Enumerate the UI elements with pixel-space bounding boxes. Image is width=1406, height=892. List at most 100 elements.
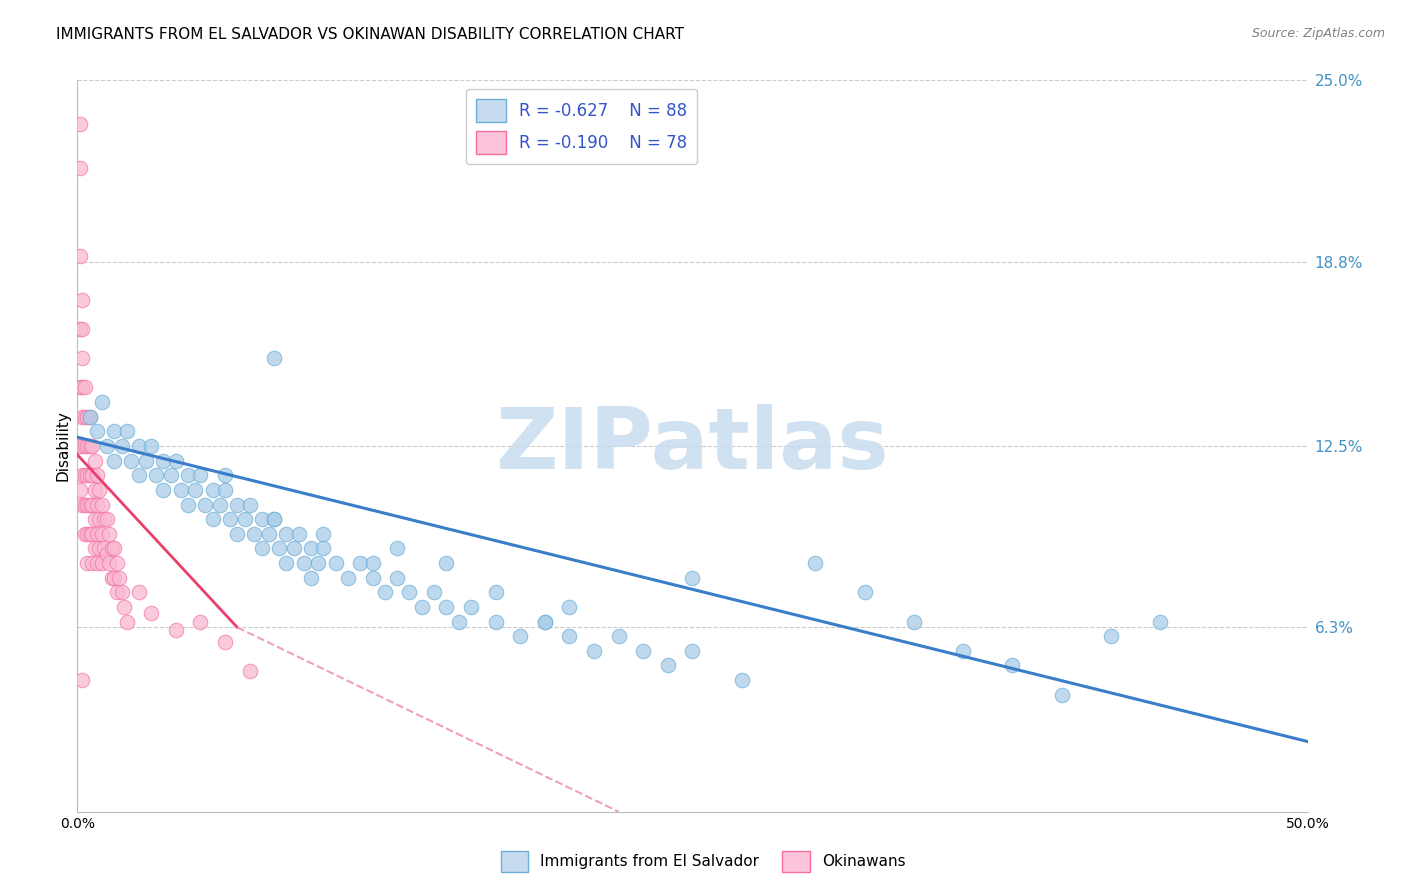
Point bbox=[141, 439, 163, 453]
Point bbox=[190, 615, 212, 629]
Point bbox=[509, 629, 531, 643]
Point bbox=[73, 409, 96, 424]
Point bbox=[93, 541, 115, 556]
Point bbox=[69, 439, 91, 453]
Point bbox=[70, 468, 93, 483]
Point bbox=[69, 483, 91, 497]
Point bbox=[128, 439, 150, 453]
Point bbox=[387, 541, 409, 556]
Point bbox=[214, 635, 236, 649]
Text: ZIPatlas: ZIPatlas bbox=[495, 404, 890, 488]
Point bbox=[398, 585, 420, 599]
Point bbox=[201, 512, 224, 526]
Point bbox=[276, 556, 298, 570]
Point bbox=[485, 615, 508, 629]
Point bbox=[165, 453, 187, 467]
Point bbox=[152, 453, 174, 467]
Point bbox=[79, 526, 101, 541]
Point bbox=[82, 439, 104, 453]
Point bbox=[86, 425, 108, 439]
Point bbox=[682, 571, 704, 585]
Point bbox=[1001, 658, 1024, 673]
Point bbox=[853, 585, 876, 599]
Point bbox=[201, 483, 224, 497]
Point bbox=[70, 322, 93, 336]
Point bbox=[135, 453, 157, 467]
Point bbox=[194, 498, 217, 512]
Point bbox=[250, 512, 273, 526]
Point bbox=[141, 606, 163, 620]
Point bbox=[103, 453, 125, 467]
Point bbox=[269, 541, 291, 556]
Point bbox=[76, 439, 98, 453]
Legend: R = -0.627    N = 88, R = -0.190    N = 78: R = -0.627 N = 88, R = -0.190 N = 78 bbox=[465, 88, 697, 164]
Point bbox=[108, 571, 131, 585]
Point bbox=[83, 453, 105, 467]
Point bbox=[86, 526, 108, 541]
Point bbox=[276, 526, 298, 541]
Text: Source: ZipAtlas.com: Source: ZipAtlas.com bbox=[1251, 27, 1385, 40]
Point bbox=[96, 547, 118, 561]
Point bbox=[387, 571, 409, 585]
Point bbox=[76, 409, 98, 424]
Point bbox=[73, 380, 96, 394]
Point bbox=[411, 599, 433, 614]
Point bbox=[90, 498, 114, 512]
Point bbox=[89, 512, 111, 526]
Point bbox=[115, 425, 138, 439]
Point bbox=[263, 351, 285, 366]
Point bbox=[337, 571, 360, 585]
Point bbox=[152, 483, 174, 497]
Point bbox=[145, 468, 167, 483]
Point bbox=[69, 161, 91, 175]
Point bbox=[86, 468, 108, 483]
Point bbox=[76, 556, 98, 570]
Point bbox=[96, 439, 118, 453]
Point bbox=[70, 409, 93, 424]
Point bbox=[160, 468, 183, 483]
Point bbox=[70, 673, 93, 687]
Point bbox=[103, 425, 125, 439]
Point bbox=[731, 673, 754, 687]
Point bbox=[90, 395, 114, 409]
Point bbox=[69, 322, 91, 336]
Point bbox=[76, 526, 98, 541]
Point bbox=[79, 409, 101, 424]
Point bbox=[82, 498, 104, 512]
Point bbox=[103, 571, 125, 585]
Point bbox=[299, 571, 322, 585]
Point bbox=[79, 468, 101, 483]
Point bbox=[682, 644, 704, 658]
Point bbox=[73, 468, 96, 483]
Point bbox=[436, 556, 458, 570]
Point bbox=[69, 380, 91, 394]
Point bbox=[96, 512, 118, 526]
Point bbox=[70, 351, 93, 366]
Point bbox=[93, 512, 115, 526]
Point bbox=[177, 468, 200, 483]
Point bbox=[111, 585, 132, 599]
Point bbox=[177, 498, 200, 512]
Legend: Immigrants from El Salvador, Okinawans: Immigrants from El Salvador, Okinawans bbox=[494, 843, 912, 880]
Point bbox=[243, 526, 266, 541]
Point bbox=[83, 541, 105, 556]
Point bbox=[79, 439, 101, 453]
Point bbox=[633, 644, 655, 658]
Point bbox=[79, 409, 101, 424]
Point bbox=[903, 615, 925, 629]
Point bbox=[98, 526, 121, 541]
Point bbox=[312, 526, 335, 541]
Point bbox=[86, 556, 108, 570]
Point bbox=[534, 615, 557, 629]
Point bbox=[170, 483, 193, 497]
Point bbox=[76, 468, 98, 483]
Point bbox=[128, 468, 150, 483]
Point bbox=[250, 541, 273, 556]
Point bbox=[90, 526, 114, 541]
Point bbox=[105, 556, 128, 570]
Point bbox=[239, 498, 262, 512]
Point bbox=[219, 512, 242, 526]
Point bbox=[952, 644, 974, 658]
Point bbox=[534, 615, 557, 629]
Point bbox=[214, 468, 236, 483]
